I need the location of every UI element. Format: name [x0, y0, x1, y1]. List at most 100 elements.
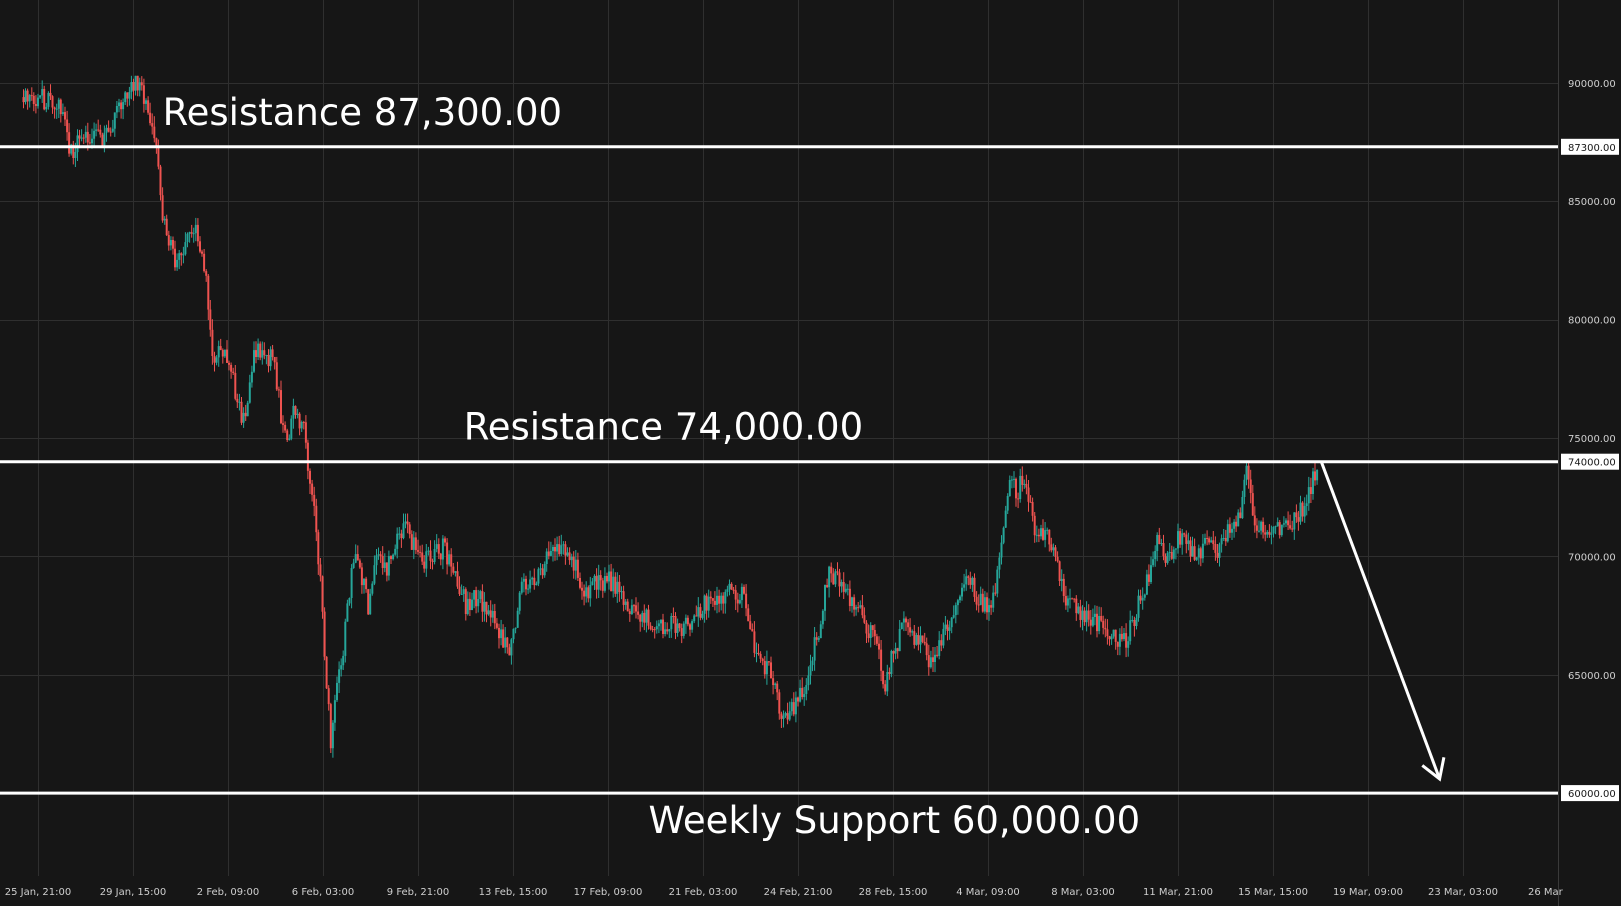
candle-body: [518, 592, 521, 611]
candle: [159, 164, 162, 201]
candle: [1027, 480, 1030, 512]
candle-body: [527, 588, 530, 590]
candle-body: [51, 96, 54, 108]
candle-body: [485, 601, 488, 615]
projection-layer: [1319, 461, 1446, 782]
level-price-tag[interactable]: 87300.00: [1561, 138, 1619, 155]
candle-body: [1162, 543, 1165, 557]
candle-body: [1272, 526, 1275, 534]
candle: [747, 604, 750, 622]
candle: [836, 562, 839, 576]
candle-body: [1266, 531, 1269, 535]
candle-body: [408, 524, 411, 535]
candle: [510, 638, 513, 665]
candle-body: [1145, 574, 1148, 595]
candle-body: [248, 382, 251, 403]
candle-body: [165, 218, 168, 236]
candle: [1158, 527, 1161, 545]
candle-body: [338, 669, 341, 683]
candle: [944, 616, 947, 636]
candle: [41, 80, 44, 103]
candle-body: [1037, 534, 1040, 537]
candle-body: [784, 713, 787, 716]
candle-body: [186, 233, 189, 242]
candle: [797, 696, 799, 707]
candle: [452, 563, 455, 575]
candle-body: [1104, 627, 1107, 630]
candle-body: [890, 651, 893, 675]
candle: [1260, 520, 1263, 535]
candle: [840, 579, 843, 593]
candle-body: [1210, 540, 1213, 543]
candle: [431, 558, 434, 570]
candle-body: [921, 635, 924, 642]
candle: [1309, 477, 1312, 503]
candle-body: [93, 130, 96, 139]
candle-body: [1189, 540, 1192, 557]
candle-body: [1098, 616, 1101, 632]
candle: [824, 584, 826, 621]
candle-body: [782, 715, 785, 719]
candle-body: [1255, 525, 1258, 531]
candle: [898, 620, 901, 652]
candle-body: [560, 545, 563, 554]
candle-body: [412, 537, 415, 550]
time-axis[interactable]: 25 Jan, 21:00 29 Jan, 15:00 2 Feb, 09:00 6 …: [5, 887, 1564, 898]
candle: [784, 711, 787, 718]
candle-body: [367, 589, 370, 615]
candle-body: [1081, 610, 1084, 620]
candle: [720, 592, 723, 611]
candle: [952, 605, 955, 619]
level-annotation[interactable]: Resistance 87,300.00: [163, 91, 562, 134]
candle: [205, 269, 208, 282]
candle: [481, 584, 484, 622]
candle-body: [807, 675, 810, 686]
candle-body: [525, 578, 527, 590]
level-price-tag[interactable]: 60000.00: [1561, 785, 1619, 802]
candle-body: [797, 697, 799, 702]
candle-body: [396, 533, 399, 549]
candle-body: [257, 343, 260, 357]
candle-body: [392, 554, 395, 559]
candle: [59, 98, 62, 123]
candle: [630, 599, 633, 615]
candle-body: [176, 259, 179, 268]
candle-body: [780, 713, 783, 719]
candle-body: [271, 349, 274, 357]
candle: [971, 576, 974, 592]
candle-body: [556, 544, 559, 552]
candle-body: [184, 242, 187, 255]
candle-body: [1264, 532, 1267, 535]
candle: [869, 622, 872, 648]
level-annotation[interactable]: Resistance 74,000.00: [464, 406, 863, 449]
candle: [572, 551, 575, 579]
candle-body: [456, 571, 459, 587]
projection-arrow-line[interactable]: [1319, 461, 1442, 780]
candle-body: [819, 624, 822, 639]
candle-body: [1064, 596, 1067, 606]
candle-body: [859, 605, 862, 608]
price-axis[interactable]: 87300.00 74000.00 60000.00 90000.00 85000.00…: [1561, 79, 1619, 802]
level-annotation[interactable]: Weekly Support 60,000.00: [649, 799, 1141, 842]
candle-body: [620, 591, 623, 593]
candle-body: [1312, 471, 1314, 494]
candle-body: [500, 629, 503, 639]
candle-body: [1023, 483, 1026, 485]
candle: [670, 613, 673, 638]
candle: [880, 640, 883, 682]
candle: [896, 647, 899, 659]
candle-body: [358, 560, 361, 568]
candle-body: [1008, 480, 1011, 496]
candle-body: [477, 599, 480, 607]
candle: [913, 625, 916, 649]
candle: [1255, 518, 1258, 539]
candle-body: [230, 364, 233, 372]
candle: [408, 522, 411, 539]
candle: [300, 420, 303, 432]
level-price-tag[interactable]: 74000.00: [1561, 453, 1619, 470]
candle: [153, 116, 156, 143]
candle-body: [1214, 544, 1217, 553]
candle: [884, 680, 887, 695]
candle: [992, 585, 995, 613]
